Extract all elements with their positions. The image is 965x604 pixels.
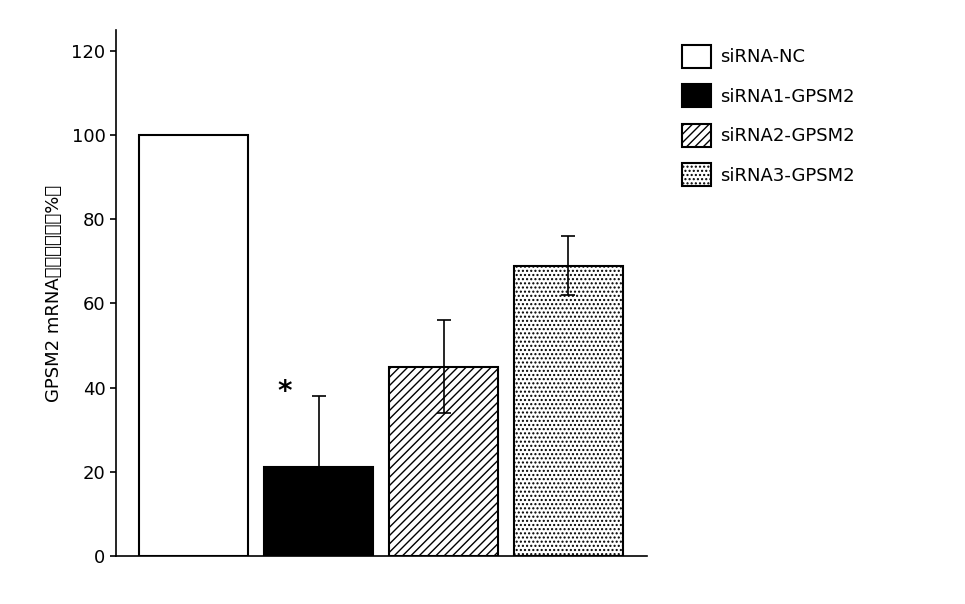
Text: *: * bbox=[277, 378, 291, 406]
Bar bbox=[514, 266, 623, 556]
Y-axis label: GPSM2 mRNA相对表达量（%）: GPSM2 mRNA相对表达量（%） bbox=[45, 184, 63, 402]
Legend: siRNA-NC, siRNA1-GPSM2, siRNA2-GPSM2, siRNA3-GPSM2: siRNA-NC, siRNA1-GPSM2, siRNA2-GPSM2, si… bbox=[676, 39, 860, 191]
Bar bbox=[389, 367, 498, 556]
Bar bbox=[139, 135, 249, 556]
Bar bbox=[264, 467, 373, 556]
